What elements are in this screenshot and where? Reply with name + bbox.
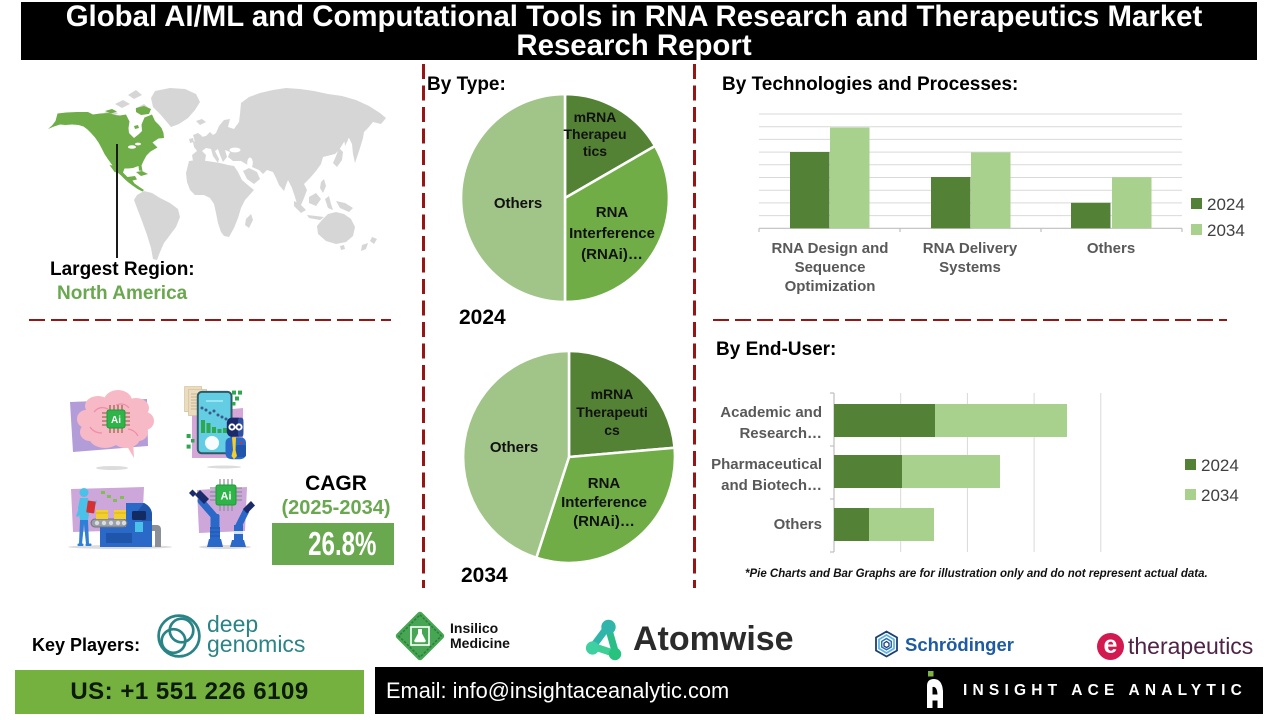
svg-text:Ai: Ai: [221, 491, 232, 503]
svg-text:Ai: Ai: [111, 415, 121, 426]
